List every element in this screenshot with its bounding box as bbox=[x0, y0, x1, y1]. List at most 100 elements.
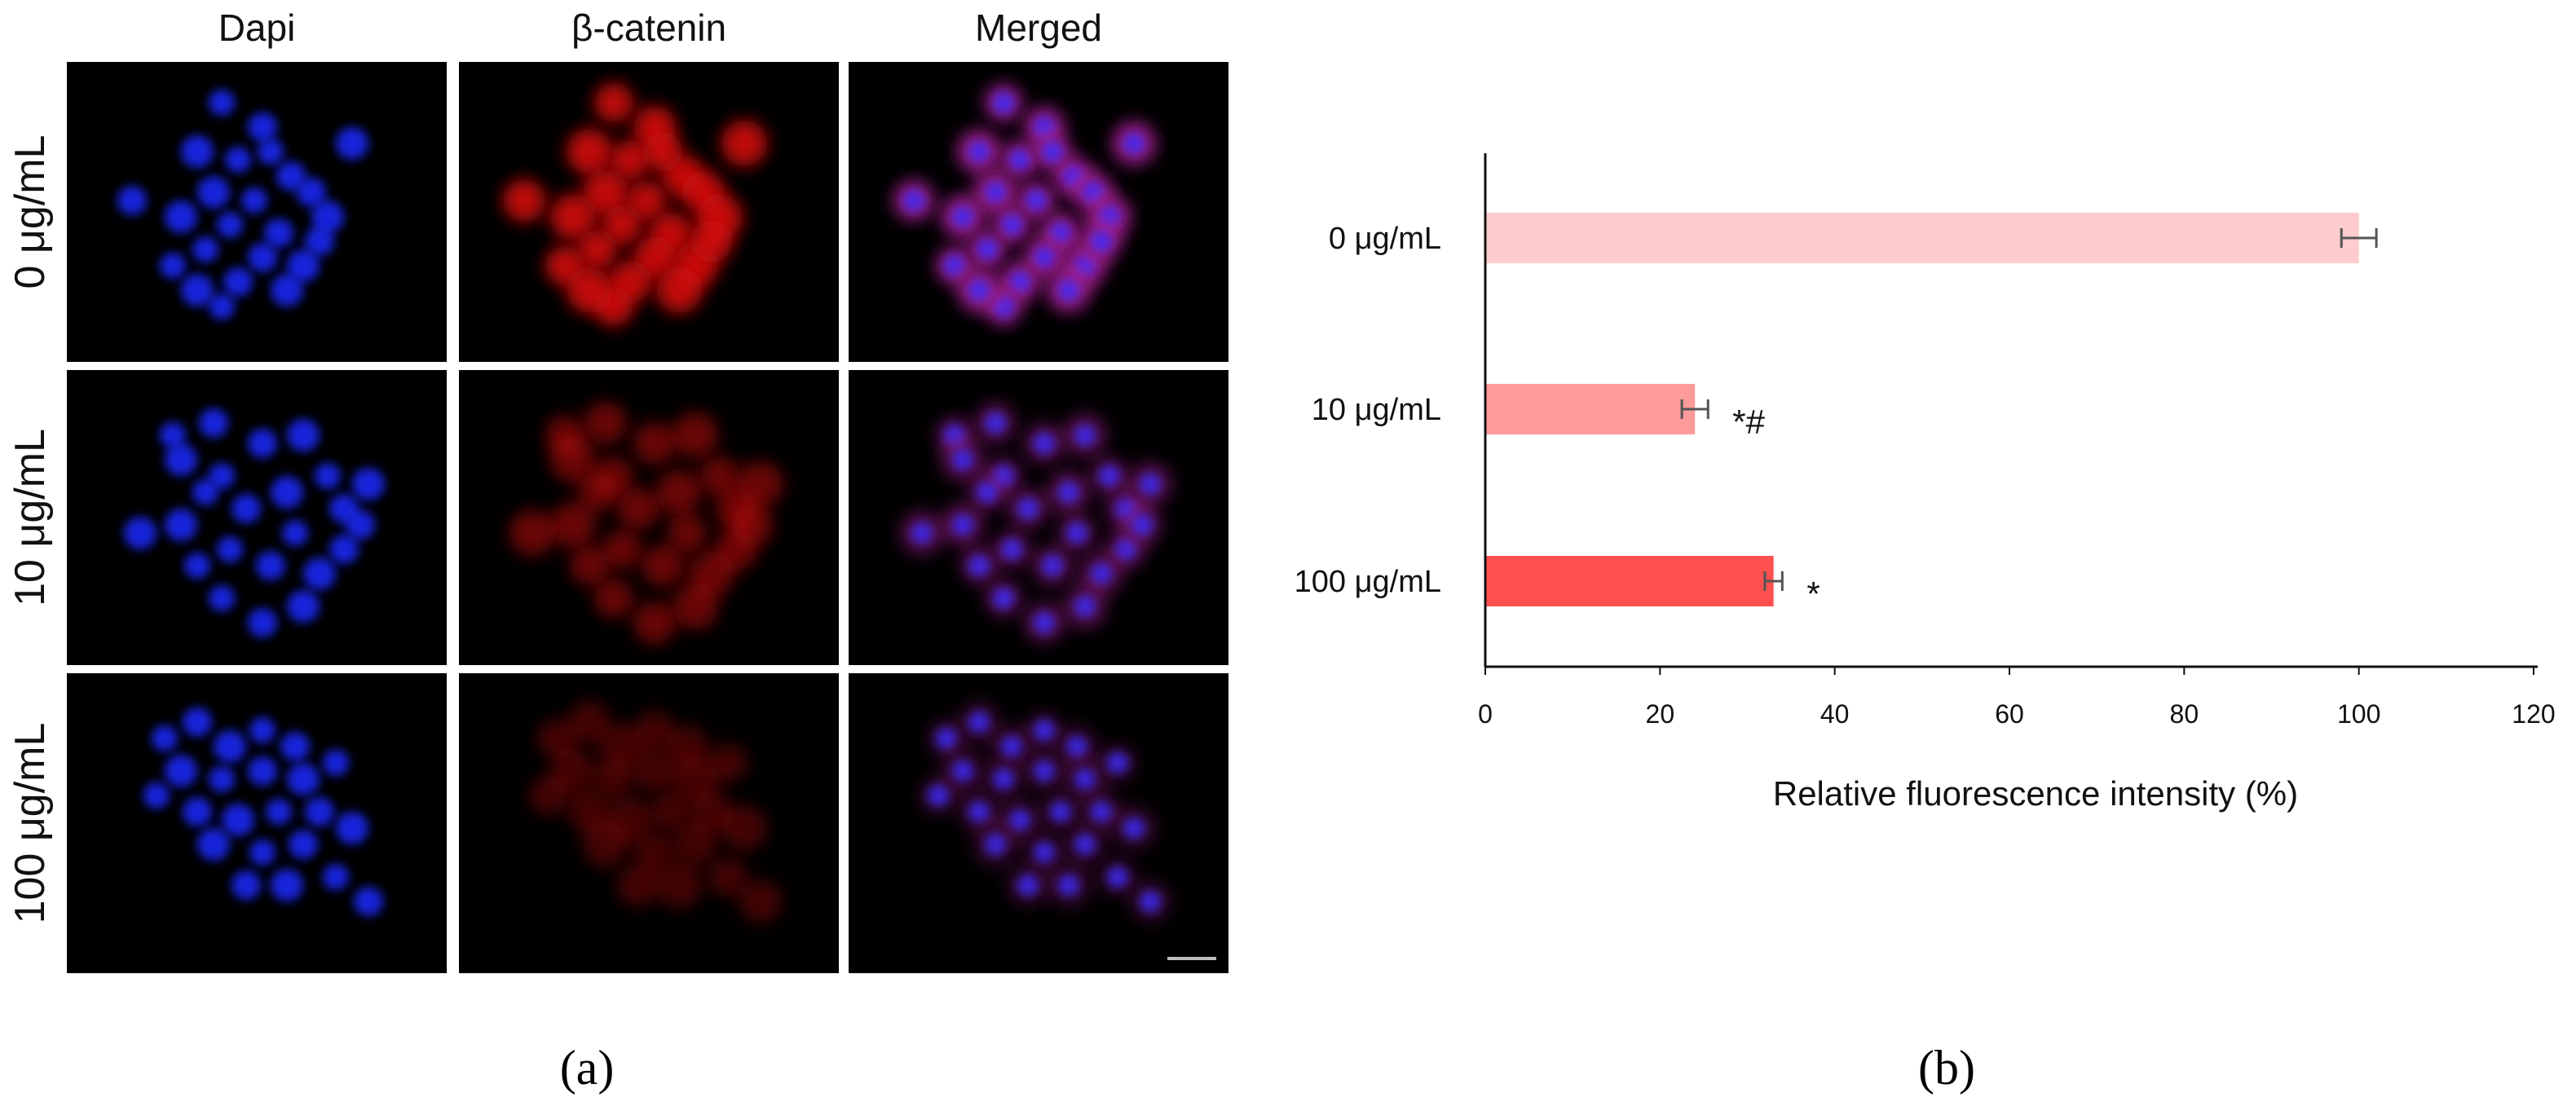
cell-cluster-2-2 bbox=[920, 702, 1171, 922]
cell bbox=[599, 724, 645, 769]
cell bbox=[594, 760, 633, 799]
x-tick-label-20: 20 bbox=[1646, 699, 1675, 729]
nucleus bbox=[1140, 474, 1161, 495]
nucleus bbox=[1131, 514, 1153, 535]
nucleus bbox=[1034, 247, 1055, 268]
cell bbox=[584, 402, 627, 444]
cell bbox=[223, 267, 253, 297]
x-tick-label-120: 120 bbox=[2512, 699, 2555, 729]
x-tick-label-80: 80 bbox=[2170, 699, 2199, 729]
cell bbox=[232, 870, 261, 900]
cell bbox=[738, 461, 783, 507]
cell bbox=[602, 530, 642, 569]
nucleus bbox=[1140, 891, 1161, 912]
cell-cluster-1-0 bbox=[124, 408, 385, 637]
nucleus bbox=[1034, 760, 1055, 782]
category-label-2: 100 μg/mL bbox=[1295, 565, 1441, 599]
cell-cluster-0-2 bbox=[893, 84, 1156, 325]
nucleus bbox=[928, 785, 949, 806]
cell bbox=[329, 535, 359, 564]
cell bbox=[570, 546, 609, 585]
cell bbox=[197, 828, 230, 861]
cell bbox=[656, 469, 702, 515]
x-axis-title: Relative fluorescence intensity (%) bbox=[1773, 774, 2298, 813]
nucleus bbox=[1058, 875, 1079, 896]
nucleus bbox=[1115, 539, 1136, 560]
nucleus bbox=[993, 296, 1014, 317]
nucleus bbox=[968, 555, 990, 576]
cell bbox=[303, 558, 336, 590]
cell bbox=[550, 437, 596, 483]
error-bar-0 bbox=[2340, 228, 2378, 248]
nucleus bbox=[1123, 133, 1145, 154]
cell bbox=[354, 887, 383, 916]
cell bbox=[181, 135, 214, 168]
cell bbox=[323, 750, 349, 776]
cell bbox=[271, 476, 303, 509]
nucleus bbox=[952, 449, 973, 470]
bar-group: 0 μg/mL 10 μg/mL *# 100 μg/mL * bbox=[1295, 213, 2378, 613]
cell bbox=[209, 90, 235, 116]
cell bbox=[192, 236, 218, 262]
cell bbox=[567, 129, 612, 174]
nucleus bbox=[985, 182, 1006, 203]
cell bbox=[271, 274, 303, 306]
cell bbox=[578, 230, 617, 269]
cell bbox=[197, 176, 230, 209]
nucleus bbox=[1074, 769, 1096, 790]
significance-label-2: * bbox=[1806, 575, 1820, 613]
cell bbox=[346, 510, 375, 540]
cell-cluster-2-1 bbox=[529, 701, 782, 923]
cell bbox=[287, 249, 320, 282]
cell bbox=[311, 201, 344, 233]
cell bbox=[656, 862, 702, 908]
cell bbox=[232, 494, 261, 523]
cell bbox=[271, 869, 303, 901]
nucleus bbox=[1034, 612, 1055, 633]
cell bbox=[264, 218, 293, 248]
cell bbox=[323, 864, 349, 890]
nucleus bbox=[1009, 271, 1030, 293]
cell bbox=[256, 551, 285, 580]
cell bbox=[165, 509, 197, 541]
panel-b-letter: (b) bbox=[1918, 1041, 1975, 1095]
cell bbox=[282, 520, 308, 546]
cell bbox=[248, 608, 277, 637]
cell bbox=[248, 112, 277, 142]
bar-1 bbox=[1486, 384, 1696, 434]
cell bbox=[594, 83, 633, 122]
nucleus bbox=[903, 190, 924, 211]
micrograph-grid bbox=[67, 62, 1228, 973]
cell bbox=[305, 227, 334, 256]
cell bbox=[642, 544, 684, 587]
cell bbox=[192, 479, 218, 505]
nucleus bbox=[968, 801, 990, 822]
nucleus bbox=[1001, 736, 1022, 757]
cell bbox=[583, 170, 629, 215]
cell bbox=[602, 205, 642, 245]
nucleus bbox=[1058, 280, 1079, 301]
cell bbox=[721, 805, 767, 851]
cell bbox=[550, 194, 596, 240]
cell bbox=[617, 487, 659, 530]
nucleus bbox=[911, 522, 933, 544]
nucleus bbox=[985, 834, 1006, 855]
cell bbox=[165, 201, 197, 233]
nucleus bbox=[1074, 596, 1096, 617]
nucleus bbox=[1091, 801, 1112, 822]
cell bbox=[209, 463, 235, 489]
bar-0 bbox=[1486, 213, 2359, 263]
cell bbox=[289, 830, 318, 859]
cell bbox=[124, 517, 157, 549]
cell bbox=[611, 140, 650, 179]
cell bbox=[708, 857, 748, 897]
cell bbox=[568, 701, 611, 743]
cell bbox=[248, 429, 277, 458]
nucleus bbox=[1017, 875, 1039, 896]
nucleus bbox=[1107, 866, 1128, 888]
cell bbox=[336, 127, 368, 160]
cell-cluster-0-0 bbox=[117, 90, 368, 320]
cell bbox=[673, 412, 718, 458]
cell bbox=[643, 132, 682, 171]
cell bbox=[199, 408, 228, 438]
